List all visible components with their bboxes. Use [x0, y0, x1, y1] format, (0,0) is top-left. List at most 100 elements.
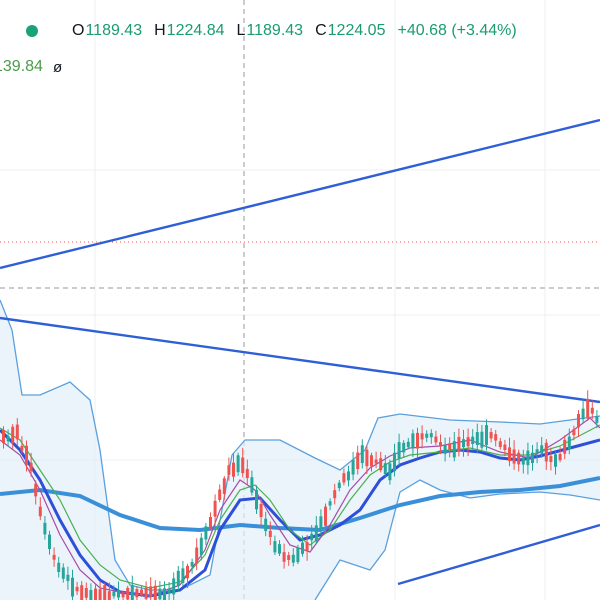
candle-body	[172, 578, 176, 595]
candle-body	[218, 489, 222, 500]
candle-body	[75, 586, 79, 592]
indicator-value: 139.84	[0, 58, 43, 75]
trendline-upper	[0, 118, 600, 270]
candle-body	[66, 574, 70, 581]
candle-body	[365, 449, 369, 467]
candle-body	[535, 449, 539, 454]
indicator-legend: 139.84 ø	[0, 56, 62, 78]
candle-body	[526, 450, 530, 466]
candle-body	[416, 432, 419, 449]
candle-body	[508, 447, 511, 462]
candle-body	[337, 482, 341, 489]
candle-body	[452, 441, 456, 458]
candle-body	[255, 489, 258, 510]
indicator-settings-icon[interactable]: ø	[52, 58, 63, 76]
candle-body	[521, 457, 525, 465]
candle-body	[282, 552, 286, 562]
candle-body	[333, 490, 337, 499]
candle-body	[163, 588, 166, 600]
candle-body	[549, 456, 553, 463]
trendlines[interactable]	[0, 118, 600, 586]
candle-body	[402, 442, 406, 453]
candle-body	[135, 589, 139, 598]
candlestick-series[interactable]	[2, 390, 599, 600]
candle-body	[590, 407, 594, 414]
candle-body	[250, 477, 254, 493]
low-value: 1189.43	[246, 22, 304, 39]
candle-body	[264, 518, 268, 532]
candle-body	[577, 413, 580, 428]
candle-body	[305, 542, 309, 552]
high-value: 1224.84	[166, 22, 225, 39]
candle-body	[296, 547, 300, 563]
candle-body	[319, 516, 323, 531]
trendline-lower	[397, 523, 600, 586]
candle-body	[259, 504, 263, 518]
candle-body	[498, 441, 502, 448]
candle-body	[25, 445, 28, 466]
candle-body	[581, 408, 585, 420]
candle-body	[48, 534, 51, 550]
candle-body	[301, 542, 304, 554]
candle-body	[130, 585, 134, 600]
candle-body	[471, 436, 475, 445]
candle-body	[11, 426, 15, 444]
candle-body	[222, 478, 226, 494]
candle-body	[512, 449, 516, 464]
candle-body	[186, 565, 189, 579]
candle-body	[181, 568, 185, 583]
candle-body	[140, 589, 143, 595]
candle-body	[38, 506, 42, 517]
candle-body	[190, 561, 194, 567]
candle-body	[448, 443, 452, 450]
candle-body	[98, 589, 102, 600]
candle-body	[540, 445, 544, 454]
candle-body	[153, 585, 157, 600]
candle-body	[383, 463, 387, 475]
candle-body	[199, 537, 203, 556]
high-label: H	[154, 22, 166, 39]
candle-body	[94, 588, 97, 600]
candle-body	[328, 501, 332, 506]
candle-body	[236, 455, 240, 473]
candle-body	[531, 452, 534, 464]
candle-body	[52, 554, 56, 560]
candle-body	[167, 588, 171, 594]
price-change: +40.68 (+3.44%)	[397, 22, 517, 39]
candle-body	[71, 577, 74, 597]
candle-body	[103, 585, 107, 600]
open-value: 1189.43	[85, 22, 143, 39]
candle-body	[480, 431, 484, 448]
candle-body	[554, 454, 557, 467]
candle-body	[420, 433, 424, 440]
candle-body	[558, 454, 562, 461]
candle-body	[563, 439, 567, 454]
candle-body	[397, 442, 401, 459]
candle-body	[351, 459, 355, 475]
candle-body	[80, 585, 84, 600]
candle-body	[370, 455, 373, 467]
candle-body	[241, 457, 245, 474]
candle-body	[117, 589, 120, 598]
candle-body	[379, 458, 383, 471]
candle-body	[324, 506, 327, 526]
moving-average-fast	[0, 428, 600, 598]
candle-body	[572, 429, 576, 436]
candle-body	[310, 533, 314, 541]
candle-body	[6, 436, 10, 442]
candle-body	[273, 541, 277, 553]
candle-body	[158, 588, 162, 600]
candle-body	[347, 471, 350, 481]
candle-body	[314, 525, 318, 542]
candle-body	[342, 473, 346, 483]
candle-body	[15, 424, 19, 440]
candle-body	[126, 587, 130, 600]
candle-body	[462, 439, 465, 448]
candle-body	[268, 530, 272, 538]
candle-body	[517, 452, 521, 465]
candle-body	[429, 433, 433, 438]
candle-body	[374, 459, 378, 464]
candle-body	[466, 437, 470, 447]
bollinger-bands	[0, 299, 600, 600]
